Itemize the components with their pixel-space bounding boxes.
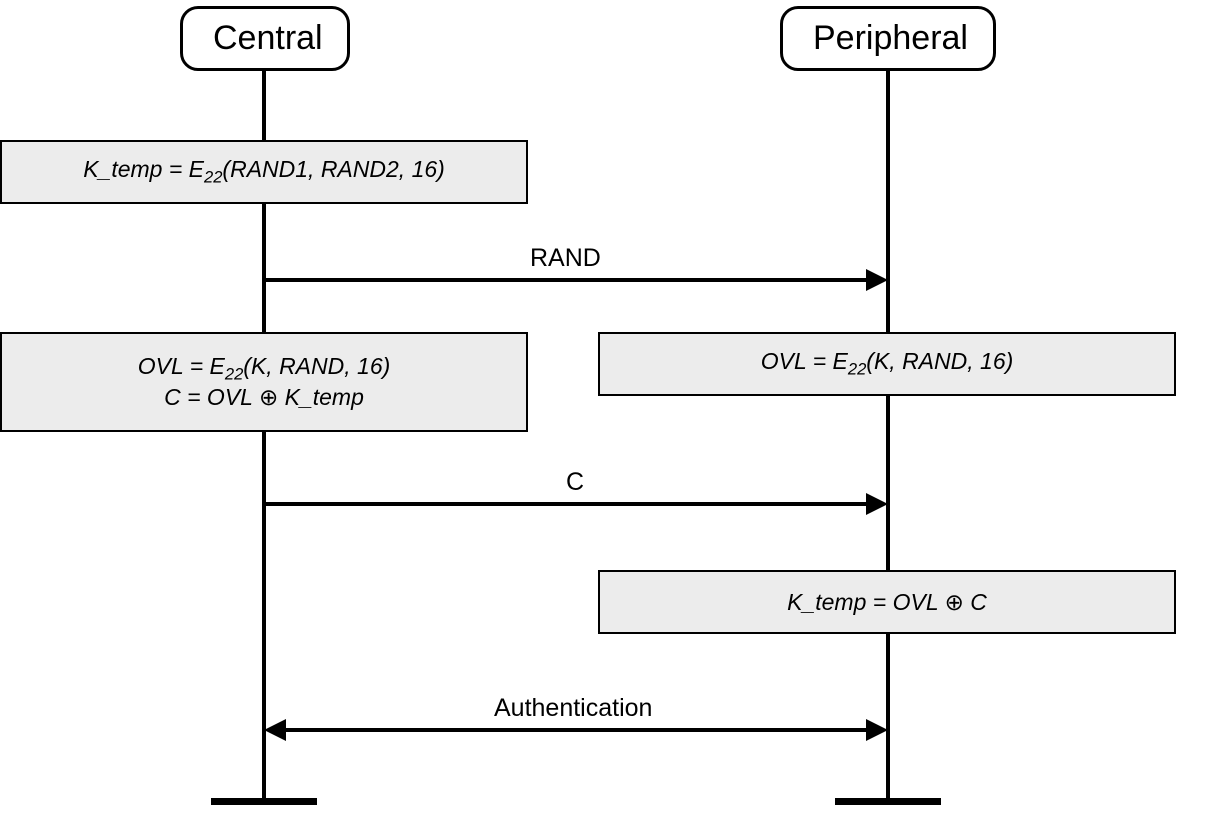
p3-xor: ⊕ — [945, 589, 964, 615]
lifeline-peripheral — [886, 64, 890, 800]
p2p-sub: 22 — [848, 360, 866, 379]
p2c-l1-sub: 22 — [225, 364, 243, 383]
p1-suffix: (RAND1, RAND2, 16) — [222, 156, 444, 182]
end-bar-central — [211, 798, 317, 805]
arrow-c — [266, 502, 870, 506]
arrow-auth — [284, 728, 870, 732]
process-central-ovl: OVL = E22(K, RAND, 16) C = OVL ⊕ K_temp — [0, 332, 528, 432]
sequence-diagram: Central Peripheral K_temp = E22(RAND1, R… — [0, 0, 1212, 818]
p1-sub: 22 — [204, 168, 222, 187]
end-bar-peripheral — [835, 798, 941, 805]
actor-central: Central — [180, 6, 350, 71]
p2c-l1-prefix: OVL = E — [138, 353, 225, 379]
msg-label-auth: Authentication — [494, 694, 652, 723]
actor-peripheral: Peripheral — [780, 6, 996, 71]
p2c-l2-b: K_temp — [278, 384, 364, 410]
p2p-suffix: (K, RAND, 16) — [866, 348, 1013, 374]
p1-prefix: K_temp = E — [83, 156, 204, 182]
arrow-c-head — [866, 493, 888, 515]
process-peripheral-ovl: OVL = E22(K, RAND, 16) — [598, 332, 1176, 396]
p2p-prefix: OVL = E — [761, 348, 848, 374]
arrow-rand — [266, 278, 870, 282]
process-central-ktemp: K_temp = E22(RAND1, RAND2, 16) — [0, 140, 528, 204]
arrow-auth-head-left — [264, 719, 286, 741]
arrow-rand-head — [866, 269, 888, 291]
p2c-l2-a: C = OVL — [164, 384, 259, 410]
actor-central-label: Central — [213, 19, 323, 57]
p2c-l2-xor: ⊕ — [259, 384, 278, 410]
p2c-l1-suffix: (K, RAND, 16) — [243, 353, 390, 379]
p3-b: C — [964, 589, 987, 615]
msg-label-c: C — [566, 468, 584, 497]
msg-label-rand: RAND — [530, 244, 601, 273]
p3-a: K_temp = OVL — [787, 589, 944, 615]
arrow-auth-head-right — [866, 719, 888, 741]
actor-peripheral-label: Peripheral — [813, 19, 968, 57]
process-peripheral-ktemp: K_temp = OVL ⊕ C — [598, 570, 1176, 634]
